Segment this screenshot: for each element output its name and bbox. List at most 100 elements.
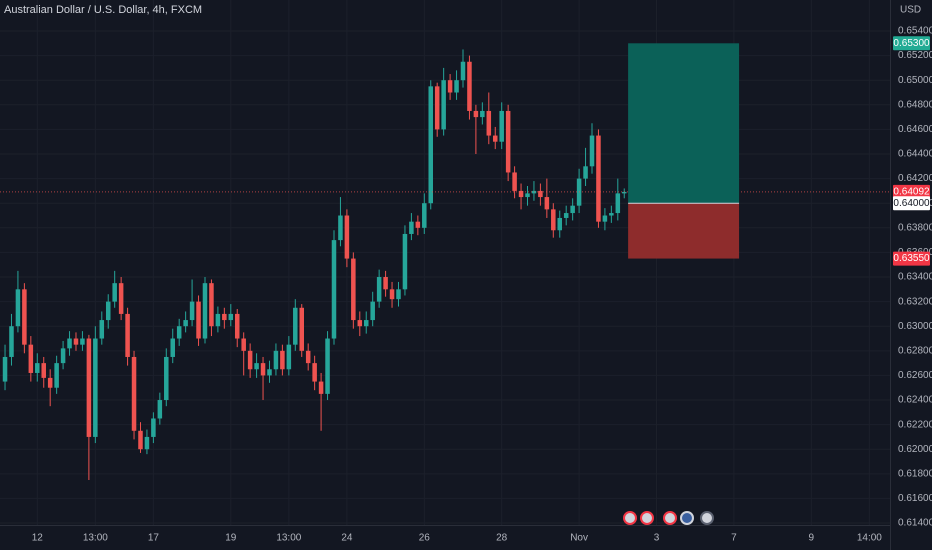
candle-body (505, 110, 511, 173)
candle-body (28, 344, 34, 373)
y-tick-label: 0.61600 (898, 493, 932, 504)
stop-zone (628, 203, 740, 259)
candle-body (596, 135, 601, 222)
candle-body (164, 356, 169, 401)
candle-body (402, 233, 408, 290)
candle-body (441, 80, 446, 130)
y-tick-label: 0.65400 (898, 26, 932, 37)
candle-body (615, 193, 621, 214)
candle-body (602, 215, 608, 222)
candle-body (183, 320, 188, 327)
candle-body (86, 338, 92, 437)
candle-body (241, 338, 246, 351)
current-price-badge (893, 184, 930, 199)
event-icon[interactable] (700, 511, 714, 525)
x-tick-label: 13:00 (83, 533, 108, 544)
y-tick-label: 0.62200 (898, 419, 932, 430)
entry-badge (893, 196, 930, 211)
candle-body (305, 350, 311, 364)
candle-body (247, 350, 253, 370)
candle-body (299, 307, 304, 351)
candle-body (376, 277, 382, 302)
y-tick-label: 0.64400 (898, 149, 932, 160)
candle-body (467, 61, 472, 111)
candle-body (67, 338, 72, 349)
target-label: 0.65300 (893, 38, 930, 49)
candle-body (518, 190, 524, 198)
x-tick-label: 9 (809, 533, 815, 544)
candle-body (54, 363, 59, 388)
candle-body (363, 320, 369, 327)
axes: 0.61400 0.61600 0.61800 0.62000 0.62200 0.624… (32, 26, 932, 544)
target-badge (893, 36, 930, 51)
event-icon[interactable] (663, 511, 677, 525)
candle-body (583, 166, 588, 179)
event-icon[interactable] (680, 511, 694, 525)
candle-body (383, 277, 388, 290)
candle-body (260, 363, 266, 376)
candle-body (80, 338, 85, 345)
candle-body (312, 363, 317, 382)
plot (0, 43, 890, 480)
candle-body (209, 283, 214, 327)
candle-body (228, 313, 234, 321)
candle-body (202, 283, 208, 339)
candle-body (125, 313, 130, 357)
candle-body (512, 172, 517, 191)
candle-body (176, 326, 182, 339)
event-icons[interactable] (623, 511, 714, 525)
candle-body (280, 350, 285, 370)
candle-body (151, 418, 156, 437)
candle-body (41, 363, 46, 378)
candle-body (544, 197, 550, 210)
candle-body (499, 110, 504, 142)
candle-body (357, 320, 363, 327)
candle-body (196, 301, 201, 339)
candle-body (273, 350, 279, 370)
entry-label: 0.64000 (893, 198, 930, 209)
candle-body (422, 203, 427, 228)
candle-body (318, 381, 324, 394)
y-tick-label: 0.62600 (898, 370, 932, 381)
candle-body (531, 190, 537, 194)
candle-body (234, 313, 240, 339)
x-tick-label: 28 (496, 533, 508, 544)
chart-title: Australian Dollar / U.S. Dollar, 4h, FXC… (4, 4, 202, 16)
candle-body (538, 190, 543, 198)
candle-body (112, 283, 117, 302)
candle-body (99, 320, 105, 339)
y-tick-label: 0.63200 (898, 296, 932, 307)
candle-body (293, 307, 298, 345)
candle-body (473, 110, 479, 118)
candle-body (525, 193, 530, 198)
y-tick-label: 0.64800 (898, 99, 932, 110)
candle-body (189, 301, 195, 321)
candle-body (138, 430, 143, 450)
target-zone (628, 43, 740, 204)
candle-body (434, 86, 440, 130)
y-tick-label: 0.65200 (898, 50, 932, 61)
candle-body (325, 338, 330, 394)
y-tick-label: 0.64600 (898, 124, 932, 135)
x-tick-label: 19 (225, 533, 237, 544)
candle-body (415, 221, 421, 228)
candle-body (35, 363, 40, 373)
candle-body (480, 110, 485, 118)
candle-body (47, 377, 53, 388)
candle-body (73, 338, 79, 345)
candle-body (460, 61, 466, 81)
y-tick-label: 0.62400 (898, 395, 932, 406)
candle-body (2, 356, 8, 382)
event-icon[interactable] (623, 511, 637, 525)
candle-body (621, 191, 627, 194)
candle-body (389, 289, 395, 300)
y-tick-label: 0.62000 (898, 444, 932, 455)
candle-body (254, 363, 259, 370)
x-tick-label: 17 (148, 533, 160, 544)
stop-label: 0.63550 (893, 253, 930, 264)
candle-body (409, 221, 414, 234)
event-icon[interactable] (640, 511, 654, 525)
candle-body (157, 400, 163, 419)
